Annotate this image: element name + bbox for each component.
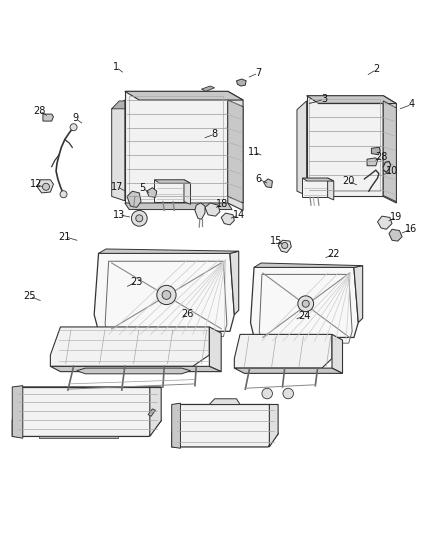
Polygon shape <box>228 91 243 211</box>
Polygon shape <box>154 180 191 183</box>
Polygon shape <box>251 268 358 337</box>
Text: 4: 4 <box>409 100 415 109</box>
Text: 25: 25 <box>24 291 36 301</box>
Polygon shape <box>195 203 205 219</box>
Polygon shape <box>77 368 191 374</box>
Polygon shape <box>148 409 155 416</box>
Text: 15: 15 <box>270 236 282 246</box>
Polygon shape <box>125 91 243 100</box>
Text: 9: 9 <box>72 114 78 124</box>
Polygon shape <box>150 387 161 437</box>
Text: 24: 24 <box>298 311 311 320</box>
Text: 26: 26 <box>181 309 194 319</box>
Text: 22: 22 <box>328 249 340 259</box>
Polygon shape <box>383 96 396 203</box>
Text: 21: 21 <box>59 232 71 242</box>
Text: 23: 23 <box>131 277 143 287</box>
Text: 8: 8 <box>212 129 218 139</box>
Polygon shape <box>371 147 380 155</box>
Text: 7: 7 <box>255 68 261 78</box>
Text: 28: 28 <box>376 152 388 162</box>
Circle shape <box>42 183 49 190</box>
Polygon shape <box>328 178 334 200</box>
Text: 28: 28 <box>33 106 46 116</box>
Circle shape <box>262 388 272 399</box>
Text: 18: 18 <box>216 199 229 209</box>
Text: 11: 11 <box>248 147 260 157</box>
Polygon shape <box>254 263 363 268</box>
Text: 14: 14 <box>233 210 245 220</box>
Circle shape <box>162 290 171 300</box>
Polygon shape <box>12 387 161 437</box>
Polygon shape <box>112 100 125 201</box>
Text: 13: 13 <box>113 210 125 220</box>
Polygon shape <box>302 178 334 181</box>
Circle shape <box>136 215 143 222</box>
Polygon shape <box>94 253 234 332</box>
Text: 10: 10 <box>386 166 398 176</box>
Polygon shape <box>307 96 396 103</box>
Polygon shape <box>127 191 141 207</box>
Circle shape <box>131 211 147 226</box>
Polygon shape <box>201 86 215 91</box>
Polygon shape <box>234 334 332 368</box>
Text: 19: 19 <box>390 213 403 222</box>
Polygon shape <box>367 158 378 166</box>
Circle shape <box>60 191 67 198</box>
Polygon shape <box>383 101 396 201</box>
Polygon shape <box>43 114 53 121</box>
Polygon shape <box>125 91 228 203</box>
Polygon shape <box>39 437 118 438</box>
Text: 3: 3 <box>321 94 327 104</box>
Text: 12: 12 <box>30 179 42 189</box>
Polygon shape <box>234 368 343 374</box>
Polygon shape <box>278 240 291 253</box>
Polygon shape <box>307 96 383 197</box>
Polygon shape <box>205 203 220 216</box>
Polygon shape <box>237 79 246 86</box>
Polygon shape <box>50 366 221 372</box>
Polygon shape <box>264 179 272 188</box>
Text: 6: 6 <box>255 174 261 184</box>
Polygon shape <box>269 405 278 447</box>
Text: 1: 1 <box>113 62 119 72</box>
Polygon shape <box>12 386 23 438</box>
Polygon shape <box>125 203 232 209</box>
Polygon shape <box>221 213 234 225</box>
Text: 17: 17 <box>111 182 124 192</box>
Circle shape <box>302 300 309 307</box>
Polygon shape <box>230 251 239 314</box>
Polygon shape <box>50 327 209 366</box>
Circle shape <box>282 243 288 248</box>
Polygon shape <box>172 403 180 448</box>
Polygon shape <box>37 180 53 193</box>
Polygon shape <box>147 188 157 197</box>
Polygon shape <box>302 178 328 197</box>
Polygon shape <box>354 265 363 322</box>
Polygon shape <box>297 101 307 196</box>
Polygon shape <box>172 405 278 447</box>
Text: 20: 20 <box>342 176 354 186</box>
Polygon shape <box>332 334 343 374</box>
Polygon shape <box>389 229 402 241</box>
Circle shape <box>157 285 176 304</box>
Polygon shape <box>378 216 392 229</box>
Polygon shape <box>112 101 125 109</box>
Text: 16: 16 <box>405 224 417 235</box>
Circle shape <box>70 124 77 131</box>
Circle shape <box>298 296 314 312</box>
Polygon shape <box>154 180 184 201</box>
Text: 5: 5 <box>139 183 145 192</box>
Polygon shape <box>228 100 243 203</box>
Polygon shape <box>99 249 239 253</box>
Text: 2: 2 <box>374 64 380 75</box>
Polygon shape <box>184 180 191 204</box>
Polygon shape <box>209 399 240 405</box>
Circle shape <box>283 388 293 399</box>
Polygon shape <box>209 327 221 372</box>
